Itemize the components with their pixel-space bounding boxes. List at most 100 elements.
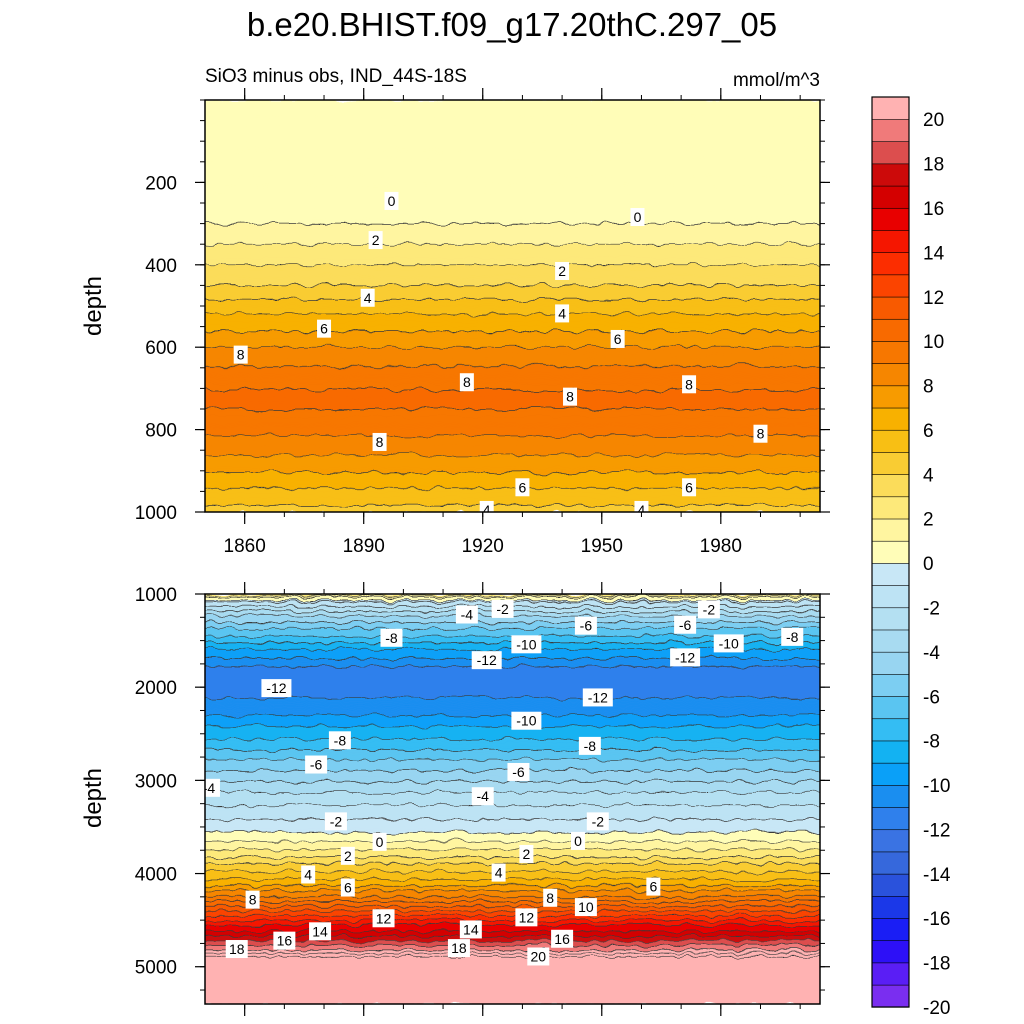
contour-band (205, 904, 820, 907)
x-tick-label: 1860 (224, 536, 266, 557)
contour-band (205, 986, 820, 989)
contour-band (205, 277, 820, 280)
contour-band (205, 364, 820, 367)
contour-label: 20 (527, 947, 550, 966)
contour-band (205, 282, 820, 285)
contour-band (205, 630, 820, 633)
contour-band (205, 743, 820, 746)
contour-band (205, 212, 820, 215)
contour-band (205, 806, 820, 809)
contour-label: 10 (574, 898, 597, 917)
contour-band (205, 331, 820, 334)
contour-label-box (491, 863, 506, 882)
contour-label: -4 (455, 605, 478, 624)
contour-band (205, 327, 820, 331)
contour-band (205, 891, 820, 895)
lower-contour-labels: -4 -2-6-2-6-8 -10 -10 -8-12 -12-12-12-10-8 -8-… (205, 599, 804, 966)
contour-band (205, 937, 820, 940)
colorbar-tick-label: -14 (923, 865, 951, 886)
contour-band (205, 255, 820, 258)
contour-band (205, 421, 820, 424)
contour-label-box (372, 909, 395, 928)
upper-contour-field (205, 100, 820, 512)
contour-band (205, 321, 820, 324)
contour-band (205, 503, 820, 507)
contour-label: 12 (372, 909, 395, 928)
contour-band (205, 324, 820, 327)
contour-band (205, 337, 820, 340)
contour-band (205, 760, 820, 764)
contour-band (205, 962, 820, 965)
contour-band (205, 172, 820, 175)
contour-band (205, 499, 820, 502)
colorbar-swatch (871, 740, 910, 764)
contour-band (205, 400, 820, 404)
contour-band (205, 631, 820, 634)
contour-band (205, 434, 820, 437)
contour-band (205, 753, 820, 756)
contour-band (205, 274, 820, 277)
contour-band (205, 798, 820, 801)
contour-band (205, 783, 820, 786)
colorbar-tick-label: 14 (923, 243, 945, 264)
contour-band (205, 457, 820, 461)
contour-band (205, 787, 820, 790)
contour-label-text: 12 (519, 909, 535, 925)
contour-band (205, 367, 820, 370)
contour-band (205, 839, 820, 842)
contour-band (205, 226, 820, 229)
contour-band (205, 909, 820, 912)
contour-band (205, 245, 820, 248)
contour-band (205, 633, 820, 636)
contour-band (205, 320, 820, 323)
contour-label-text: -12 (588, 689, 608, 705)
contour-band (205, 672, 820, 675)
contour-label: 14 (309, 922, 332, 941)
contour-band (205, 887, 820, 890)
contour-band (205, 882, 820, 885)
contour-band (205, 424, 820, 427)
contour-band (205, 369, 820, 372)
contour-band (205, 838, 820, 841)
colorbar-swatch (871, 163, 910, 187)
contour-band (205, 183, 820, 186)
contour-band (205, 335, 820, 339)
contour-band (205, 354, 820, 358)
contour-band (205, 418, 820, 421)
contour-band (205, 967, 820, 970)
colorbar-swatch (871, 607, 910, 631)
contour-band (205, 429, 820, 432)
contour-band (205, 438, 820, 442)
contour-band (205, 824, 820, 827)
contour-band (205, 653, 820, 656)
contour-band (205, 510, 820, 512)
colorbar-tick-label: -16 (923, 909, 950, 930)
contour-label: -8 (328, 731, 351, 750)
colorbar-swatch (871, 873, 910, 897)
contour-label: 8 (682, 375, 697, 394)
contour-band (205, 315, 820, 318)
contour-band (205, 926, 820, 929)
contour-band (205, 232, 820, 236)
contour-band (205, 152, 820, 155)
colorbar-swatch (871, 784, 910, 808)
contour-band (205, 115, 820, 118)
contour-band (205, 234, 820, 237)
contour-label-box (610, 329, 625, 348)
contour-band (205, 467, 820, 470)
contour-band (205, 180, 820, 183)
contour-band (205, 656, 820, 660)
contour-band (205, 285, 820, 288)
colorbar-swatch (871, 207, 910, 231)
contour-band (205, 817, 820, 820)
colorbar-swatch (871, 718, 910, 742)
contour-label-text: 0 (634, 209, 642, 225)
contour-band (205, 883, 820, 887)
lower-panel: -4 -2-6-2-6-8 -10 -10 -8-12 -12-12-12-10-8 -8-… (80, 582, 830, 1016)
contour-band (205, 836, 820, 839)
contour-band (205, 141, 820, 144)
contour-band (205, 253, 820, 256)
colorbar-swatch (871, 185, 910, 209)
contour-band (205, 819, 820, 822)
